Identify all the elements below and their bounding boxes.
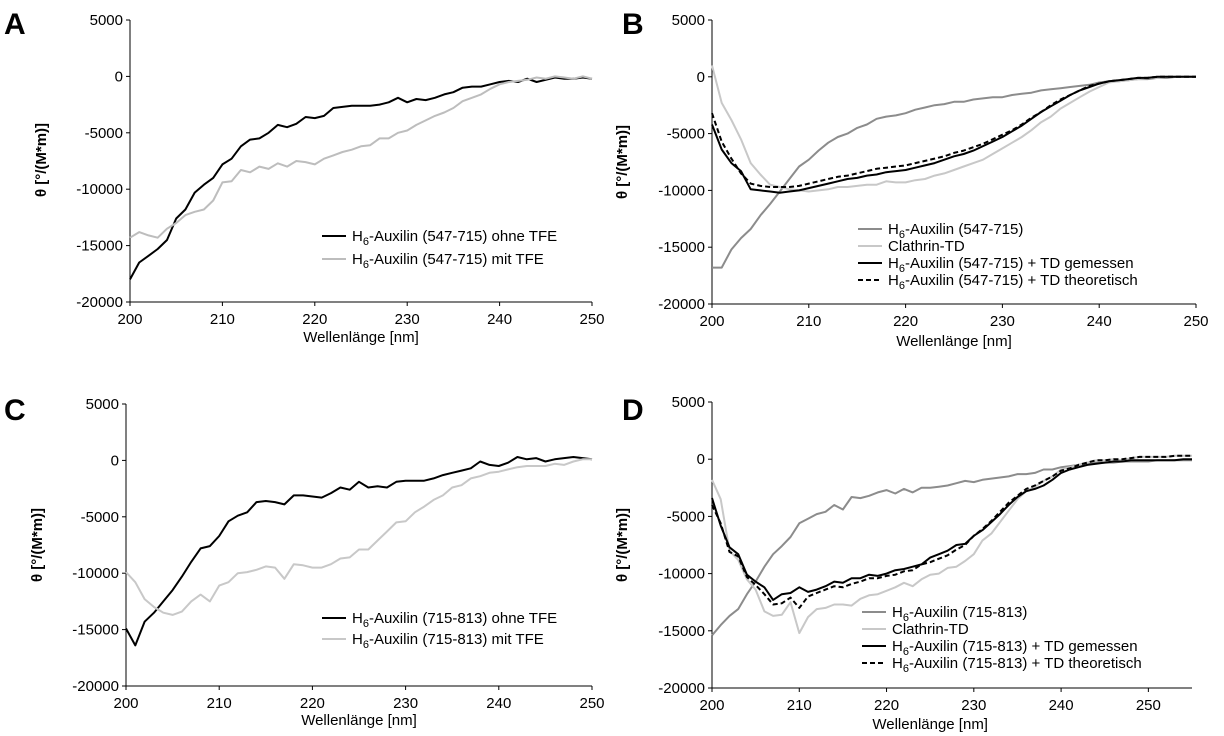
y-tick-label: -10000 [658,182,705,199]
x-tick-label: 220 [302,311,327,328]
chart-panel-c: C -20000 -15000 -10000 -5000 0 5000 200 210 220 23… [4,394,605,729]
legend-label: H6-Auxilin (547-715) + TD theoretisch [888,272,1138,292]
x-tick-label: 230 [990,313,1015,330]
x-tick-label: 210 [207,695,232,712]
y-tick-label: 5000 [86,396,119,413]
series-line-1 [125,456,593,647]
series-line-2 [125,458,592,616]
series-line-4 [711,75,1196,188]
panel-label: B [622,8,644,41]
y-tick-label: -10000 [76,181,123,198]
y-tick-label: 0 [111,452,119,469]
x-tick-label: 250 [579,311,604,328]
y-tick-label: -10000 [658,566,705,583]
legend-label: Clathrin-TD [892,621,969,638]
x-tick-label: 200 [699,313,724,330]
y-tick-label: -20000 [658,296,705,313]
x-tick-label: 210 [787,697,812,714]
y-tick-label: 5000 [90,12,123,29]
series-line-4 [711,454,1192,609]
legend-label: H6-Auxilin (547-715) + TD gemessen [888,255,1134,275]
legend-label: H6-Auxilin (715-813) + TD theoretisch [892,655,1142,675]
x-tick-label: 230 [393,695,418,712]
y-tick-label: -5000 [81,509,119,526]
y-tick-label: 0 [115,68,123,85]
x-tick-label: 210 [796,313,821,330]
y-tick-label: -15000 [76,238,123,255]
panel-label: C [4,394,26,427]
legend-label: H6-Auxilin (547-715) mit TFE [352,251,544,271]
y-tick-label: -15000 [658,623,705,640]
y-tick-label: 5000 [672,394,705,411]
y-tick-label: 5000 [672,12,705,29]
y-tick-label: -20000 [72,678,119,695]
chart-panel-a: A -20000 -15000 -10000 -5000 0 5000 200 210 220 23… [4,8,605,346]
panel-label: A [4,8,26,41]
y-tick-label: -5000 [667,508,705,525]
y-tick-label: -5000 [85,125,123,142]
x-axis-title: Wellenlänge [nm] [896,333,1012,350]
x-tick-label: 230 [961,697,986,714]
legend-label: Clathrin-TD [888,238,965,255]
y-tick-label: -20000 [658,680,705,697]
y-tick-label: -20000 [76,294,123,311]
series-line-1 [129,76,593,280]
y-tick-label: -15000 [72,622,119,639]
x-axis-title: Wellenlänge [nm] [303,329,419,346]
x-tick-label: 220 [893,313,918,330]
x-tick-label: 200 [113,695,138,712]
y-axis-title: θ [°/(M*m)] [614,125,631,199]
legend-label: H6-Auxilin (547-715) [888,221,1023,241]
x-tick-label: 220 [874,697,899,714]
legend-label: H6-Auxilin (547-715) ohne TFE [352,228,557,248]
x-tick-label: 230 [395,311,420,328]
series-line-2 [711,65,1196,193]
series-line-2 [711,454,1192,635]
chart-panel-d: D -20000 -15000 -10000 -5000 0 5000 200 210 220 23… [614,394,1192,733]
x-tick-label: 200 [117,311,142,328]
y-axis-title: θ [°/(M*m)] [614,508,631,582]
y-tick-label: -10000 [72,565,119,582]
y-axis-title: θ [°/(M*m)] [29,508,46,582]
y-tick-label: 0 [697,451,705,468]
y-axis-title: θ [°/(M*m)] [33,123,50,197]
legend-label: H6-Auxilin (715-813) [892,604,1027,624]
series-line-3 [711,458,1192,601]
x-tick-label: 240 [487,311,512,328]
x-tick-label: 210 [210,311,235,328]
chart-panel-b: B -20000 -15000 -10000 -5000 0 5000 200 210 220 23… [614,8,1209,350]
y-tick-label: -15000 [658,239,705,256]
x-tick-label: 200 [699,697,724,714]
y-tick-label: 0 [697,69,705,86]
x-tick-label: 250 [1183,313,1208,330]
series-line-3 [711,75,1196,194]
x-tick-label: 240 [1049,697,1074,714]
x-tick-label: 220 [300,695,325,712]
y-tick-label: -5000 [667,126,705,143]
x-tick-label: 240 [486,695,511,712]
x-axis-title: Wellenlänge [nm] [872,716,988,733]
x-tick-label: 250 [579,695,604,712]
series-line-2 [129,75,593,239]
legend-label: H6-Auxilin (715-813) mit TFE [352,631,544,651]
x-axis-title: Wellenlänge [nm] [301,712,417,729]
x-tick-label: 240 [1087,313,1112,330]
legend-label: H6-Auxilin (715-813) + TD gemessen [892,638,1138,658]
x-tick-label: 250 [1136,697,1161,714]
panel-label: D [622,394,644,427]
legend-label: H6-Auxilin (715-813) ohne TFE [352,610,557,630]
